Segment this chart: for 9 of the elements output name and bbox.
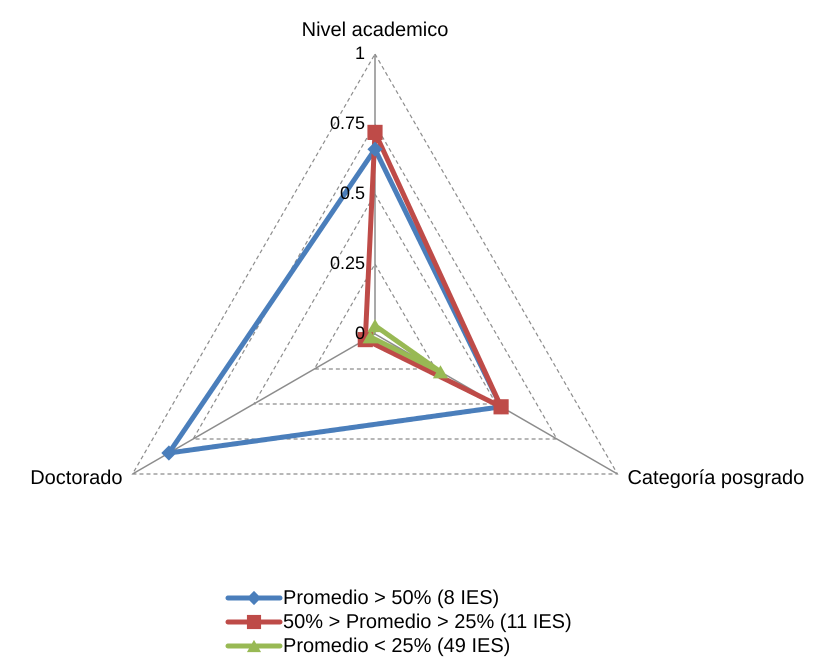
legend-label: Promedio > 50% (8 IES) — [283, 587, 500, 609]
y-tick-label: 0.25 — [330, 253, 365, 273]
y-tick-label: 1 — [354, 43, 365, 63]
spoke-label: Doctorado — [30, 467, 123, 489]
spoke-label: Nivel academico — [302, 19, 448, 41]
legend-label: Promedio < 25% (49 IES) — [283, 635, 510, 657]
spoke-label: Categoría posgrado — [627, 467, 804, 489]
legend-label: 50% > Promedio > 25% (11 IES) — [283, 611, 572, 633]
y-tick-label: 0.75 — [330, 113, 365, 133]
